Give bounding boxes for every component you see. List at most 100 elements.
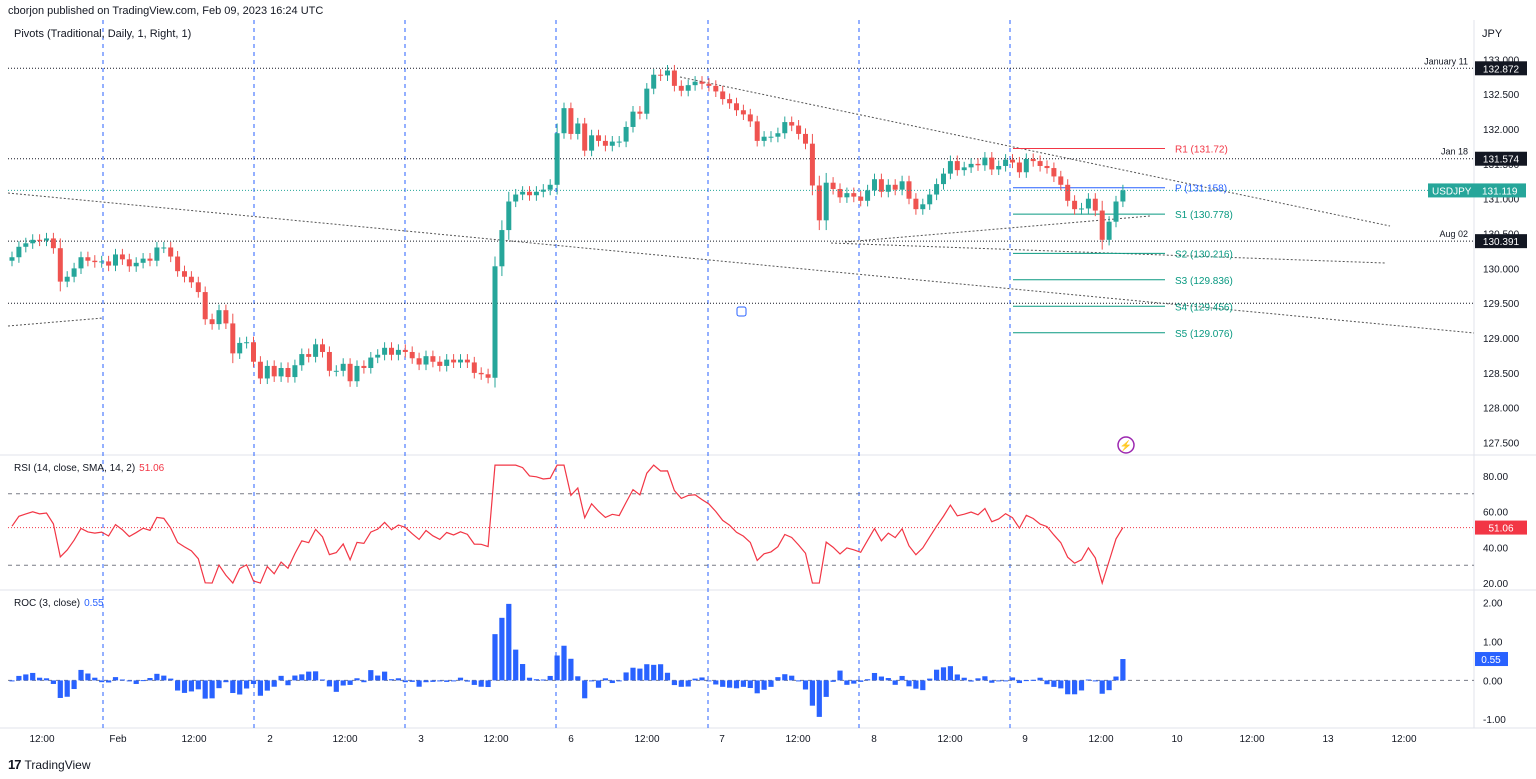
roc-bar [1085, 679, 1091, 681]
candle-body [851, 193, 857, 197]
last-price-text: 131.119 [1482, 186, 1518, 197]
roc-bar [1078, 680, 1085, 691]
price-tick-label: 128.500 [1483, 369, 1520, 380]
roc-bar [899, 675, 905, 681]
candle-body [430, 356, 436, 362]
time-tick-label: 12:00 [1391, 734, 1416, 745]
candle-body [727, 99, 733, 104]
candle-body [278, 368, 284, 377]
candle-body [409, 351, 415, 359]
roc-bar [9, 680, 15, 682]
roc-bar [409, 680, 415, 682]
roc-bar [388, 679, 395, 681]
roc-bar [989, 680, 995, 683]
roc-bar [99, 680, 105, 683]
roc-bar [968, 680, 974, 682]
roc-bar [485, 680, 491, 688]
roc-bar [982, 676, 988, 681]
candle-body [313, 344, 319, 357]
candle-body [175, 256, 181, 272]
candle-body [927, 194, 933, 205]
pivot-level-label: S2 (130.216) [1175, 249, 1233, 260]
candle-body [747, 114, 753, 122]
candle-body [920, 204, 926, 210]
rsi-legend[interactable]: RSI (14, close, SMA, 14, 2) 51.06 [14, 463, 164, 474]
candle-body [941, 173, 946, 185]
candle-body [844, 193, 850, 198]
candle-body [1072, 200, 1078, 210]
level-name-label: Jan 18 [1441, 147, 1468, 157]
candle-body [292, 365, 298, 378]
roc-bar [326, 680, 332, 687]
candle-body [1065, 184, 1071, 201]
symbol-tag-text: USDJPY [1432, 186, 1472, 197]
candle-body [989, 157, 995, 170]
roc-bar [934, 669, 940, 681]
roc-bar [223, 680, 229, 683]
roc-bar [526, 677, 533, 681]
roc-tag-text: 0.55 [1481, 655, 1501, 666]
candle-body [106, 261, 112, 266]
level-price-tag [1475, 234, 1527, 249]
candle-body [706, 83, 712, 86]
level-price-tag [1475, 61, 1527, 76]
roc-bar [395, 678, 401, 681]
price-tick-label: 129.000 [1483, 334, 1520, 345]
pivot-indicator-label[interactable]: Pivots (Traditional, Daily, 1, Right, 1) [14, 28, 192, 40]
candle-body [444, 359, 450, 366]
candle-body [423, 356, 429, 365]
roc-bar [299, 674, 305, 681]
time-tick-label: 7 [719, 734, 725, 745]
time-tick-label: 12:00 [29, 734, 54, 745]
roc-bar [1072, 680, 1078, 695]
roc-bar [699, 677, 705, 681]
price-tick-label: 132.000 [1483, 125, 1520, 136]
roc-bar [16, 675, 22, 681]
roc-bar [844, 680, 850, 685]
roc-bar [202, 680, 208, 699]
roc-tick-label: 1.00 [1483, 638, 1503, 649]
roc-bar [257, 680, 263, 696]
candle-body [1010, 159, 1015, 163]
roc-bar [50, 680, 56, 684]
roc-label: ROC (3, close) [14, 598, 81, 609]
roc-bar [1120, 659, 1126, 681]
candle-body [823, 182, 829, 221]
candle-body [209, 319, 215, 325]
roc-bar [892, 680, 898, 685]
roc-bar [685, 680, 691, 687]
candle-body [872, 179, 877, 191]
time-tick-label: 12:00 [483, 734, 508, 745]
candle-body [154, 247, 160, 261]
price-tick-label: 132.500 [1483, 90, 1520, 101]
time-tick-label: 6 [568, 734, 574, 745]
time-tick-label: 13 [1322, 734, 1334, 745]
roc-legend[interactable]: ROC (3, close) 0.55 [14, 598, 104, 609]
roc-bar [602, 678, 608, 681]
roc-bar [616, 680, 622, 682]
time-tick-label: 8 [871, 734, 877, 745]
roc-bar [706, 680, 712, 682]
roc-bar [796, 680, 802, 682]
candle-body [257, 361, 263, 379]
roc-bar [106, 680, 112, 683]
tradingview-logo[interactable]: 17 TradingView [8, 757, 91, 772]
time-tick-label: 12:00 [785, 734, 810, 745]
time-tick-label: Feb [109, 734, 127, 745]
roc-bar [119, 679, 125, 681]
roc-bar [195, 680, 201, 690]
rsi-line [11, 464, 1124, 586]
roc-bar [1023, 680, 1029, 682]
candle-body [665, 70, 670, 76]
candle-body [1023, 159, 1029, 173]
candle-body [85, 257, 91, 261]
roc-bar [913, 680, 919, 689]
candle-body [251, 342, 256, 362]
roc-bar [554, 655, 560, 681]
price-tick-label: 127.500 [1483, 439, 1520, 450]
roc-bar [513, 649, 519, 681]
candle-body [271, 365, 277, 377]
roc-tick-label: -1.00 [1483, 715, 1506, 726]
roc-bar [319, 679, 326, 681]
